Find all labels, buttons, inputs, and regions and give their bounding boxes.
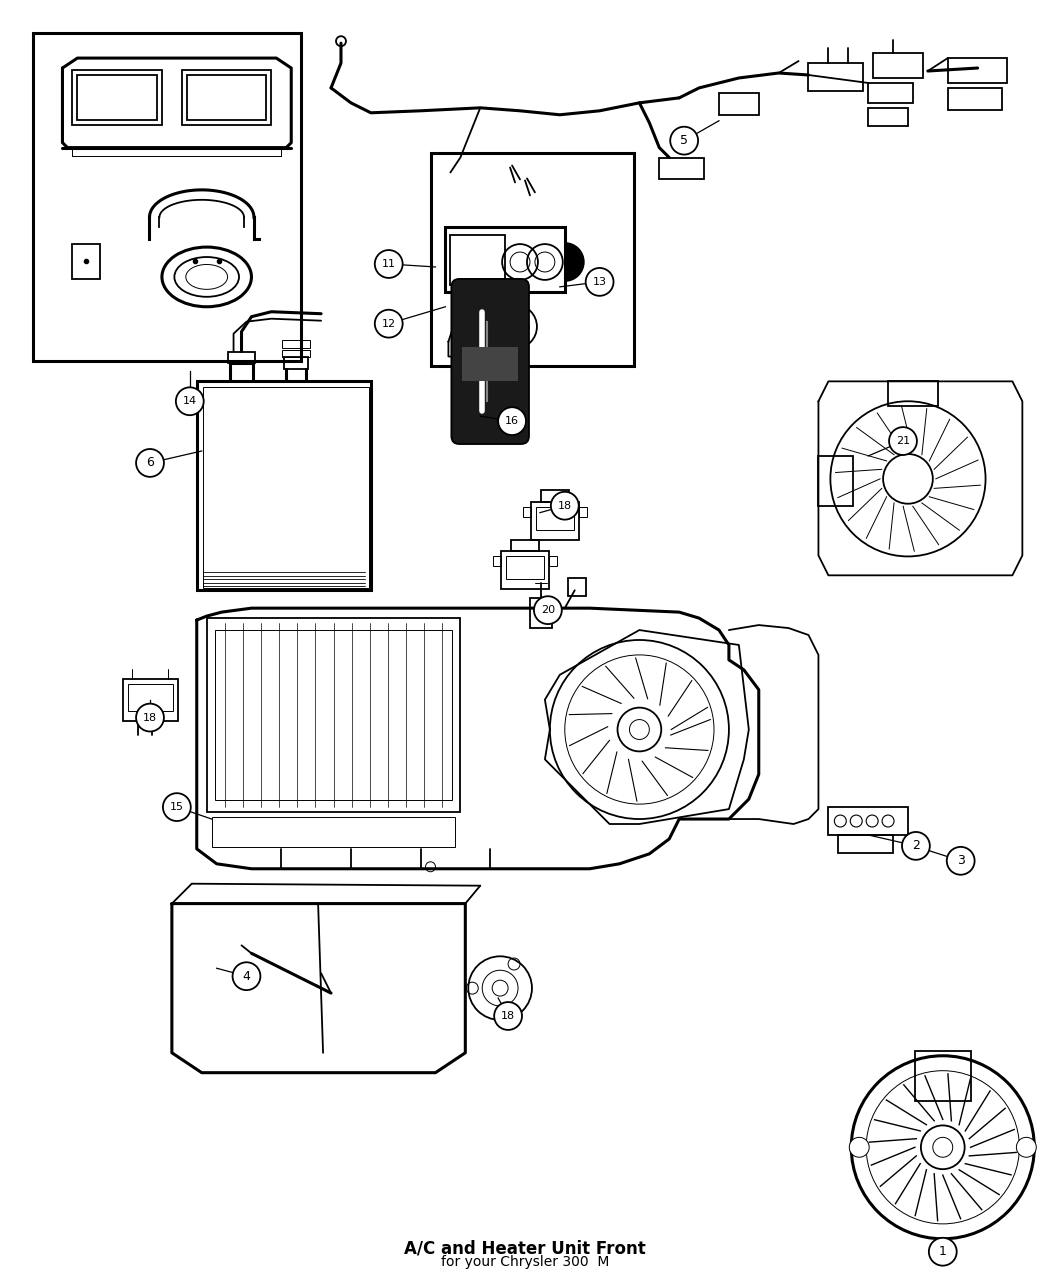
- Bar: [888, 381, 938, 407]
- Circle shape: [670, 126, 698, 154]
- Text: 15: 15: [170, 802, 184, 812]
- Circle shape: [534, 597, 562, 623]
- Bar: [579, 506, 587, 516]
- Bar: [228, 352, 255, 363]
- Circle shape: [498, 407, 526, 435]
- Circle shape: [921, 1126, 965, 1169]
- Bar: [450, 235, 505, 284]
- Text: 21: 21: [896, 436, 910, 446]
- Bar: [445, 227, 565, 292]
- Bar: [33, 33, 301, 362]
- Bar: [808, 62, 863, 91]
- Bar: [501, 552, 549, 589]
- Bar: [915, 1051, 970, 1100]
- Bar: [828, 807, 908, 835]
- Bar: [719, 93, 759, 115]
- Bar: [282, 349, 310, 357]
- Bar: [72, 244, 100, 279]
- Circle shape: [375, 310, 402, 338]
- Circle shape: [1016, 1137, 1036, 1158]
- Bar: [536, 506, 573, 529]
- Bar: [531, 502, 579, 539]
- Text: 5: 5: [680, 134, 688, 147]
- Text: 18: 18: [143, 713, 158, 723]
- Bar: [874, 54, 923, 78]
- Circle shape: [232, 963, 260, 991]
- Bar: [511, 539, 539, 552]
- Bar: [282, 339, 310, 348]
- Bar: [207, 618, 460, 812]
- Bar: [72, 70, 162, 125]
- Bar: [196, 381, 371, 590]
- Text: for your Chrysler 300  M: for your Chrysler 300 M: [441, 1255, 609, 1269]
- Bar: [549, 556, 556, 566]
- Bar: [541, 490, 569, 502]
- Text: 11: 11: [382, 259, 396, 269]
- Circle shape: [849, 1137, 869, 1158]
- Circle shape: [375, 250, 402, 278]
- Bar: [868, 83, 912, 103]
- Bar: [868, 108, 908, 126]
- Text: 16: 16: [505, 416, 519, 426]
- Text: 20: 20: [541, 606, 555, 615]
- Circle shape: [947, 847, 974, 875]
- Circle shape: [617, 708, 662, 751]
- Bar: [494, 556, 501, 566]
- Text: 3: 3: [957, 854, 965, 867]
- Bar: [128, 683, 173, 710]
- Circle shape: [175, 388, 204, 416]
- Circle shape: [902, 833, 930, 859]
- Bar: [818, 456, 854, 506]
- Bar: [530, 598, 552, 629]
- Bar: [203, 388, 369, 588]
- Text: 18: 18: [558, 501, 572, 511]
- Bar: [430, 153, 634, 366]
- Bar: [568, 579, 586, 597]
- Text: 2: 2: [912, 839, 920, 853]
- Text: 18: 18: [501, 1011, 516, 1021]
- Bar: [523, 506, 531, 516]
- Bar: [506, 556, 544, 579]
- Text: 13: 13: [592, 277, 607, 287]
- Circle shape: [136, 704, 164, 732]
- Circle shape: [495, 1002, 522, 1030]
- Bar: [462, 347, 518, 381]
- Bar: [123, 678, 177, 720]
- Bar: [838, 835, 894, 853]
- Text: 12: 12: [381, 319, 396, 329]
- FancyBboxPatch shape: [452, 279, 529, 444]
- Bar: [182, 70, 271, 125]
- Circle shape: [136, 449, 164, 477]
- Circle shape: [586, 268, 613, 296]
- Bar: [214, 630, 453, 801]
- Bar: [948, 88, 1003, 110]
- Bar: [659, 158, 705, 180]
- Wedge shape: [565, 242, 585, 282]
- Text: 4: 4: [243, 970, 250, 983]
- Bar: [948, 59, 1007, 83]
- Text: A/C and Heater Unit Front: A/C and Heater Unit Front: [404, 1239, 646, 1257]
- Circle shape: [163, 793, 191, 821]
- Bar: [78, 75, 156, 120]
- Bar: [212, 817, 456, 847]
- Circle shape: [883, 454, 932, 504]
- Circle shape: [889, 427, 917, 455]
- Text: 14: 14: [183, 397, 196, 407]
- Text: 6: 6: [146, 456, 154, 469]
- Circle shape: [929, 1238, 957, 1266]
- Circle shape: [551, 492, 579, 520]
- Text: 1: 1: [939, 1246, 947, 1258]
- Bar: [187, 75, 267, 120]
- Bar: [285, 357, 308, 370]
